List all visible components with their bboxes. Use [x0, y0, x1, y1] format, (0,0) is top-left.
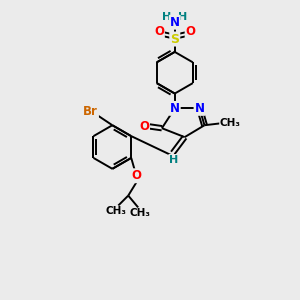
Text: O: O: [186, 25, 196, 38]
Text: O: O: [139, 120, 149, 133]
Text: N: N: [170, 16, 180, 29]
Text: O: O: [131, 169, 141, 182]
Text: H: H: [162, 12, 172, 22]
Text: S: S: [170, 32, 179, 46]
Text: CH₃: CH₃: [220, 118, 241, 128]
Text: N: N: [170, 102, 180, 115]
Text: CH₃: CH₃: [106, 206, 127, 216]
Text: Br: Br: [83, 105, 98, 118]
Text: O: O: [154, 25, 164, 38]
Text: N: N: [194, 102, 205, 115]
Text: CH₃: CH₃: [130, 208, 151, 218]
Text: H: H: [169, 155, 178, 165]
Text: H: H: [178, 12, 187, 22]
